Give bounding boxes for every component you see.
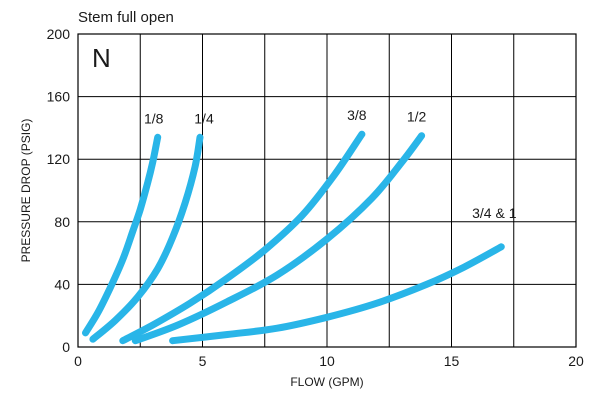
series-curve (89, 133, 204, 343)
grid-layer (78, 34, 576, 347)
series-curve (131, 132, 426, 345)
x-tick-label: 15 (444, 353, 460, 369)
panel-label: N (92, 43, 111, 73)
x-axis-title: FLOW (GPM) (290, 375, 363, 389)
y-axis-title: PRESSURE DROP (PSIG) (19, 119, 33, 263)
y-tick-label: 160 (47, 89, 71, 105)
series-labels: 1/8 1/4 3/8 1/2 3/4 & 1 (144, 107, 517, 221)
series-label: 3/4 & 1 (472, 205, 517, 221)
y-tick-label: 200 (47, 26, 71, 42)
y-tick-label: 80 (54, 214, 70, 230)
y-tick-label: 120 (47, 151, 71, 167)
series-label: 1/4 (194, 110, 214, 126)
series-label: 1/2 (407, 109, 427, 125)
chart-subtitle: Stem full open (78, 9, 174, 26)
x-tick-label: 5 (199, 353, 207, 369)
series-label: 3/8 (347, 107, 367, 123)
series-curve (119, 130, 366, 345)
y-tick-label: 40 (54, 276, 70, 292)
x-tick-label: 10 (319, 353, 335, 369)
plot-frame (77, 33, 577, 348)
series-curve (169, 243, 505, 345)
x-tick-label: 0 (74, 353, 82, 369)
curve-layer (82, 130, 505, 345)
series-label: 1/8 (144, 110, 164, 126)
y-tick-label: 0 (62, 339, 70, 355)
x-tick-label: 20 (568, 353, 584, 369)
series-curve (82, 133, 162, 337)
